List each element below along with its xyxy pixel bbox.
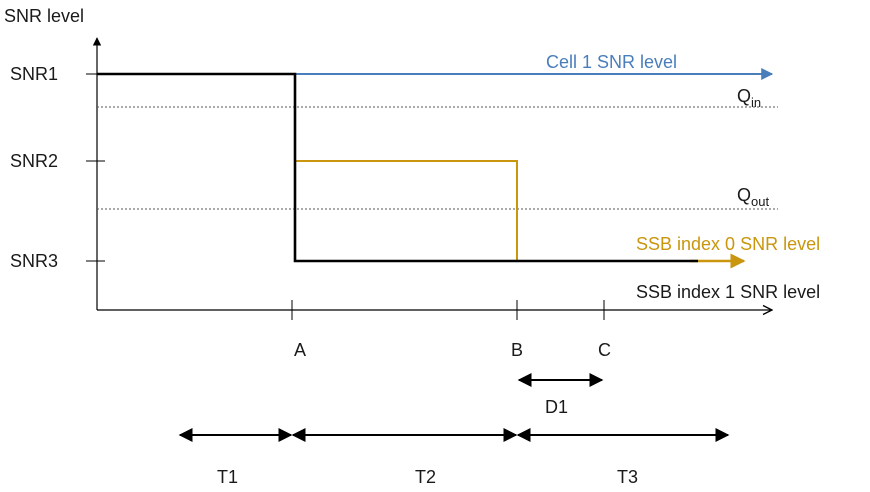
ssb0-snr-step [295,160,518,261]
snr3-label: SNR3 [10,251,58,271]
ssb1-snr-label: SSB index 1 SNR level [636,282,820,302]
q-in-label: Qin [737,86,761,110]
t2-label: T2 [415,467,436,487]
ssb1-snr-line [97,72,698,263]
snr2-label: SNR2 [10,151,58,171]
point-a-label: A [294,340,306,360]
cell1-snr-label: Cell 1 SNR level [546,52,677,72]
d1-label: D1 [545,397,568,417]
snr1-label: SNR1 [10,64,58,84]
ssb0-snr-label: SSB index 0 SNR level [636,234,820,254]
point-c-label: C [598,340,611,360]
point-b-label: B [511,340,523,360]
t1-label: T1 [217,467,238,487]
t3-label: T3 [617,467,638,487]
q-out-label: Qout [737,185,769,209]
y-axis-label: SNR level [4,6,84,26]
